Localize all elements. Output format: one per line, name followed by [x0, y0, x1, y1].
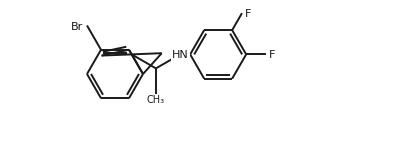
- Text: F: F: [268, 50, 275, 60]
- Text: HN: HN: [171, 50, 188, 60]
- Text: CH₃: CH₃: [147, 95, 164, 105]
- Text: F: F: [244, 9, 251, 19]
- Text: Br: Br: [70, 22, 83, 32]
